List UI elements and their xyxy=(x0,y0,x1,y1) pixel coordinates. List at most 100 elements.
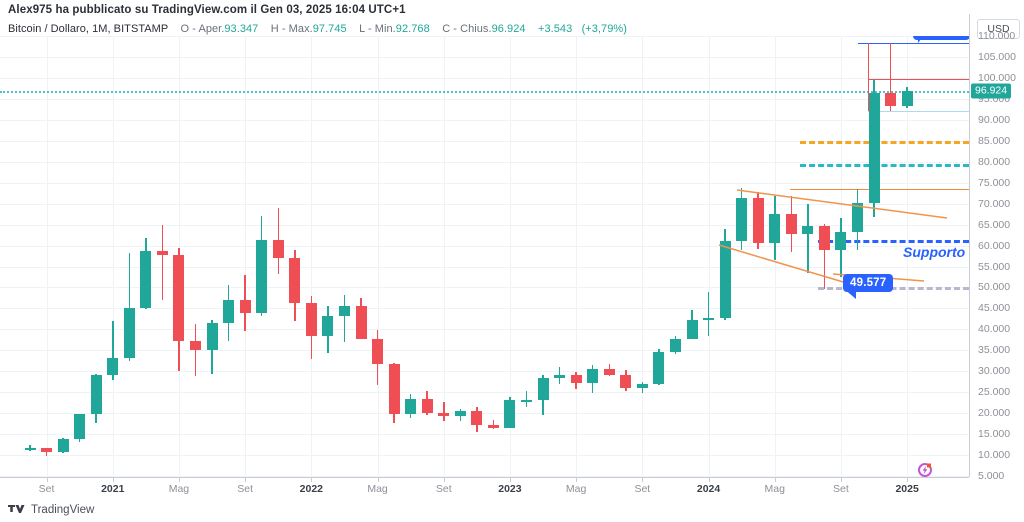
change-percent: (+3,79%) xyxy=(581,23,627,35)
event-lightning-icon[interactable] xyxy=(917,462,933,478)
candle-body[interactable] xyxy=(421,399,433,414)
candle-body[interactable] xyxy=(785,214,797,235)
price-level-entry-red[interactable] xyxy=(868,78,969,81)
candle-body[interactable] xyxy=(603,369,615,375)
candle-body[interactable] xyxy=(156,250,168,256)
candle-body[interactable] xyxy=(305,303,317,337)
price-level-level-orange-d[interactable] xyxy=(800,140,969,144)
horizontal-gridline xyxy=(0,350,969,352)
candle-body[interactable] xyxy=(289,258,301,304)
time-tick-mag: Mag xyxy=(565,483,587,495)
candle-body[interactable] xyxy=(74,414,86,440)
candle-body[interactable] xyxy=(736,198,748,241)
candle-body[interactable] xyxy=(372,338,384,364)
candle-body[interactable] xyxy=(719,240,731,319)
candle-body[interactable] xyxy=(256,240,268,314)
candle-body[interactable] xyxy=(868,93,880,203)
candle-body[interactable] xyxy=(140,250,152,308)
candle-body[interactable] xyxy=(239,299,251,314)
trendline-wedge-upper[interactable] xyxy=(736,189,948,219)
candle-body[interactable] xyxy=(272,240,284,259)
candle-body[interactable] xyxy=(653,351,665,385)
current-price-badge[interactable]: 96.924 xyxy=(971,83,1012,99)
candle-body[interactable] xyxy=(206,323,218,351)
horizontal-gridline xyxy=(0,287,969,289)
candle-body[interactable] xyxy=(818,226,830,251)
support-price-flag[interactable]: 49.577 xyxy=(843,273,894,292)
chart-plot-area[interactable]: 108.364 49.577 Supporto xyxy=(0,36,969,477)
candle-body[interactable] xyxy=(802,226,814,235)
trendline-wedge-lower[interactable] xyxy=(718,244,861,288)
candle-body[interactable] xyxy=(107,358,119,376)
candle-body[interactable] xyxy=(852,202,863,232)
price-axis[interactable]: USD 110.000 105.000 100.000 95.000 90.000 85.… xyxy=(969,14,1024,482)
price-level-close-dotted[interactable] xyxy=(0,90,969,93)
candle-body[interactable] xyxy=(471,411,483,426)
price-level-target[interactable] xyxy=(858,42,969,44)
time-tick-mark xyxy=(708,478,710,482)
candle-body[interactable] xyxy=(686,319,698,339)
candle-body[interactable] xyxy=(885,93,897,106)
candle-body[interactable] xyxy=(173,255,185,341)
vertical-gridline xyxy=(708,36,710,477)
candle-body[interactable] xyxy=(620,374,632,389)
time-tick-2025: 2025 xyxy=(895,483,919,495)
candle-body[interactable] xyxy=(41,448,53,452)
candle-body[interactable] xyxy=(405,399,417,414)
vertical-gridline xyxy=(443,36,445,477)
candle-body[interactable] xyxy=(504,400,516,428)
candle-body[interactable] xyxy=(454,411,466,416)
currency-label[interactable]: USD xyxy=(977,19,1020,39)
price-level-stop-lightblue[interactable] xyxy=(868,110,969,113)
price-tick: 100.000 xyxy=(978,71,1016,84)
high-value: 97.745 xyxy=(312,23,347,35)
time-tick-set: Set xyxy=(38,483,55,495)
candle-body[interactable] xyxy=(521,400,532,403)
candle-body[interactable] xyxy=(123,307,135,359)
time-axis[interactable]: Set 2021 Mag Set 2022 Mag Set 2023 Mag Set 2024 Mag… xyxy=(0,477,969,502)
candle-body[interactable] xyxy=(438,413,450,416)
candle-body[interactable] xyxy=(487,425,499,428)
price-tick: 35.000 xyxy=(978,344,1011,357)
candle-body[interactable] xyxy=(190,340,201,351)
candle-body[interactable] xyxy=(223,299,235,324)
candle-body[interactable] xyxy=(669,338,681,352)
symbol-label[interactable]: Bitcoin / Dollaro, 1M, BITSTAMP xyxy=(8,23,169,35)
candle-body[interactable] xyxy=(769,214,781,244)
candle-body[interactable] xyxy=(752,198,764,244)
candle-body[interactable] xyxy=(24,448,36,451)
candle-body[interactable] xyxy=(57,439,69,452)
low-label: L - Min. xyxy=(359,23,396,35)
candle-body[interactable] xyxy=(703,318,715,321)
candle-body[interactable] xyxy=(537,377,549,401)
candle-body[interactable] xyxy=(901,90,913,106)
support-flag-tail xyxy=(843,287,856,299)
chart-legend: Bitcoin / Dollaro, 1M, BITSTAMP O - Aper… xyxy=(8,23,627,35)
open-label: O - Aper. xyxy=(180,23,225,35)
candle-body[interactable] xyxy=(355,306,367,339)
price-level-supporto[interactable] xyxy=(818,240,969,244)
candle-body[interactable] xyxy=(338,306,350,316)
price-tick: 110.000 xyxy=(978,30,1016,43)
candle-wick xyxy=(889,42,892,112)
candle-body[interactable] xyxy=(388,363,400,414)
candle-body[interactable] xyxy=(554,374,566,378)
candle-wick xyxy=(128,252,131,362)
supporto-label[interactable]: Supporto xyxy=(903,244,966,261)
candle-body[interactable] xyxy=(322,315,334,337)
price-level-level-gray-d[interactable] xyxy=(818,287,969,291)
time-tick-2022: 2022 xyxy=(299,483,324,495)
time-tick-mag: Mag xyxy=(367,483,388,495)
vertical-gridline xyxy=(576,36,578,477)
candle-body[interactable] xyxy=(587,369,599,383)
price-level-level-cyan-d[interactable] xyxy=(800,163,969,167)
candle-body[interactable] xyxy=(90,375,102,415)
price-tick: 60.000 xyxy=(978,239,1011,252)
price-tick: 55.000 xyxy=(978,260,1011,273)
target-price-flag[interactable]: 108.364 xyxy=(913,36,969,40)
candle-body[interactable] xyxy=(636,384,648,389)
candle-body[interactable] xyxy=(835,231,847,251)
candle-wick xyxy=(707,291,710,336)
candle-body[interactable] xyxy=(570,374,582,383)
vertical-gridline xyxy=(112,36,114,477)
